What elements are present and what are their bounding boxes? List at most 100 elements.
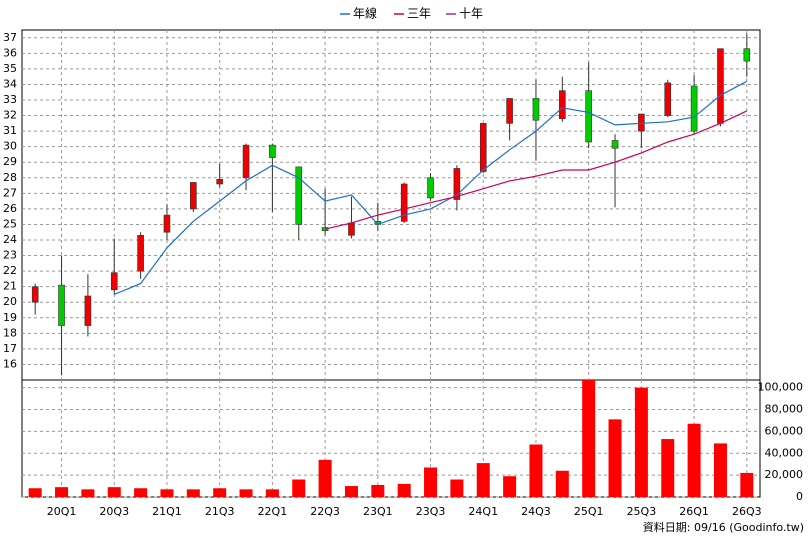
- x-tick-label: 26Q3: [732, 505, 762, 518]
- volume-bar: [450, 479, 464, 497]
- volume-bar: [529, 444, 543, 497]
- candle-body: [690, 85, 698, 132]
- volume-bar: [265, 489, 279, 497]
- legend-label: 十年: [459, 7, 483, 21]
- y-tick-label: 23: [3, 249, 17, 262]
- y-tick-label: 24: [3, 233, 17, 246]
- candle-body: [479, 123, 487, 172]
- volume-bar: [687, 423, 701, 497]
- volume-bar: [397, 483, 411, 497]
- candle-body: [110, 272, 118, 291]
- candle-body: [559, 90, 566, 119]
- candle-body: [348, 222, 355, 236]
- candle-body: [137, 235, 144, 272]
- candle-body: [532, 98, 540, 121]
- x-tick-label: 20Q3: [99, 505, 129, 518]
- y-tick-label: 31: [3, 124, 17, 137]
- volume-bar: [503, 476, 517, 497]
- y-tick-label: 0: [796, 490, 803, 503]
- ma-line: [114, 80, 748, 295]
- y-tick-label: 32: [3, 109, 17, 122]
- candle-body: [664, 82, 672, 116]
- y-tick-label: 21: [3, 280, 17, 293]
- volume-bar: [318, 459, 332, 497]
- x-tick-label: 26Q1: [679, 505, 709, 518]
- y-tick-label: 80,000: [765, 403, 804, 416]
- volume-bar: [292, 479, 306, 497]
- volume-bar: [28, 488, 42, 497]
- volume-bar: [134, 488, 148, 497]
- footer: 資料日期: 09/16 (Goodinfo.tw): [643, 520, 804, 534]
- volume-frame: [21, 379, 761, 498]
- y-tick-label: 17: [3, 342, 17, 355]
- candle-body: [717, 48, 724, 124]
- x-tick-label: 22Q3: [310, 505, 340, 518]
- candle-body: [638, 113, 645, 132]
- candle-body: [611, 140, 619, 149]
- candle-body: [31, 286, 39, 303]
- y-tick-label: 100,000: [758, 381, 804, 394]
- y-tick-label: 40,000: [765, 446, 804, 459]
- x-tick-label: 24Q1: [468, 505, 498, 518]
- volume-bar: [582, 380, 596, 497]
- y-tick-label: 30: [3, 140, 17, 153]
- volume-bar: [555, 470, 569, 497]
- volume-bar: [713, 443, 727, 497]
- candle-body: [400, 183, 408, 222]
- y-tick-label: 33: [3, 93, 17, 106]
- y-tick-label: 25: [3, 217, 17, 230]
- legend-label: 年線: [353, 6, 377, 21]
- candle-body: [163, 214, 171, 233]
- volume-bar: [476, 463, 490, 497]
- candle-body: [242, 144, 250, 179]
- candle-body: [453, 168, 461, 200]
- price-frame: [21, 29, 761, 381]
- y-tick-label: 19: [3, 311, 17, 324]
- x-tick-label: 24Q3: [521, 505, 551, 518]
- candle-body: [427, 177, 434, 199]
- candle-body: [743, 48, 751, 62]
- y-tick-label: 36: [3, 46, 17, 59]
- candle-body: [585, 90, 592, 143]
- volume-bar: [239, 489, 253, 497]
- y-tick-label: 28: [3, 171, 17, 184]
- volume-bar: [371, 484, 385, 497]
- x-tick-label: 21Q1: [152, 505, 182, 518]
- volume-bar: [424, 467, 438, 497]
- candle-body: [58, 284, 65, 326]
- candle-body: [216, 179, 223, 185]
- y-tick-label: 20,000: [765, 468, 804, 481]
- volume-bar: [608, 419, 622, 497]
- x-tick-label: 23Q1: [363, 505, 393, 518]
- volume-bar: [213, 488, 227, 497]
- x-tick-label: 25Q3: [627, 505, 657, 518]
- volume-bar: [186, 489, 200, 497]
- y-tick-label: 26: [3, 202, 17, 215]
- y-tick-label: 22: [3, 264, 17, 277]
- x-tick-label: 20Q1: [47, 505, 77, 518]
- volume-bar: [160, 489, 174, 497]
- legend-label: 三年: [407, 7, 431, 21]
- volume-bar: [661, 439, 675, 497]
- y-tick-label: 34: [3, 77, 17, 90]
- volume-bar: [740, 472, 754, 497]
- y-tick-label: 16: [3, 357, 17, 370]
- volume-bar: [107, 487, 121, 497]
- ma-line: [324, 110, 748, 230]
- y-tick-label: 35: [3, 62, 17, 75]
- y-tick-label: 29: [3, 155, 17, 168]
- y-tick-label: 18: [3, 326, 17, 339]
- candle-body: [269, 144, 276, 158]
- candle-body: [190, 182, 197, 210]
- y-tick-label: 20: [3, 295, 17, 308]
- volume-bar: [634, 387, 648, 497]
- candle-body: [295, 166, 303, 225]
- volume-bar: [344, 486, 358, 497]
- candle-body: [84, 295, 92, 326]
- x-tick-label: 21Q3: [205, 505, 235, 518]
- x-tick-label: 25Q1: [574, 505, 604, 518]
- y-tick-label: 60,000: [765, 424, 804, 437]
- candle-body: [506, 98, 513, 124]
- x-tick-label: 23Q3: [416, 505, 446, 518]
